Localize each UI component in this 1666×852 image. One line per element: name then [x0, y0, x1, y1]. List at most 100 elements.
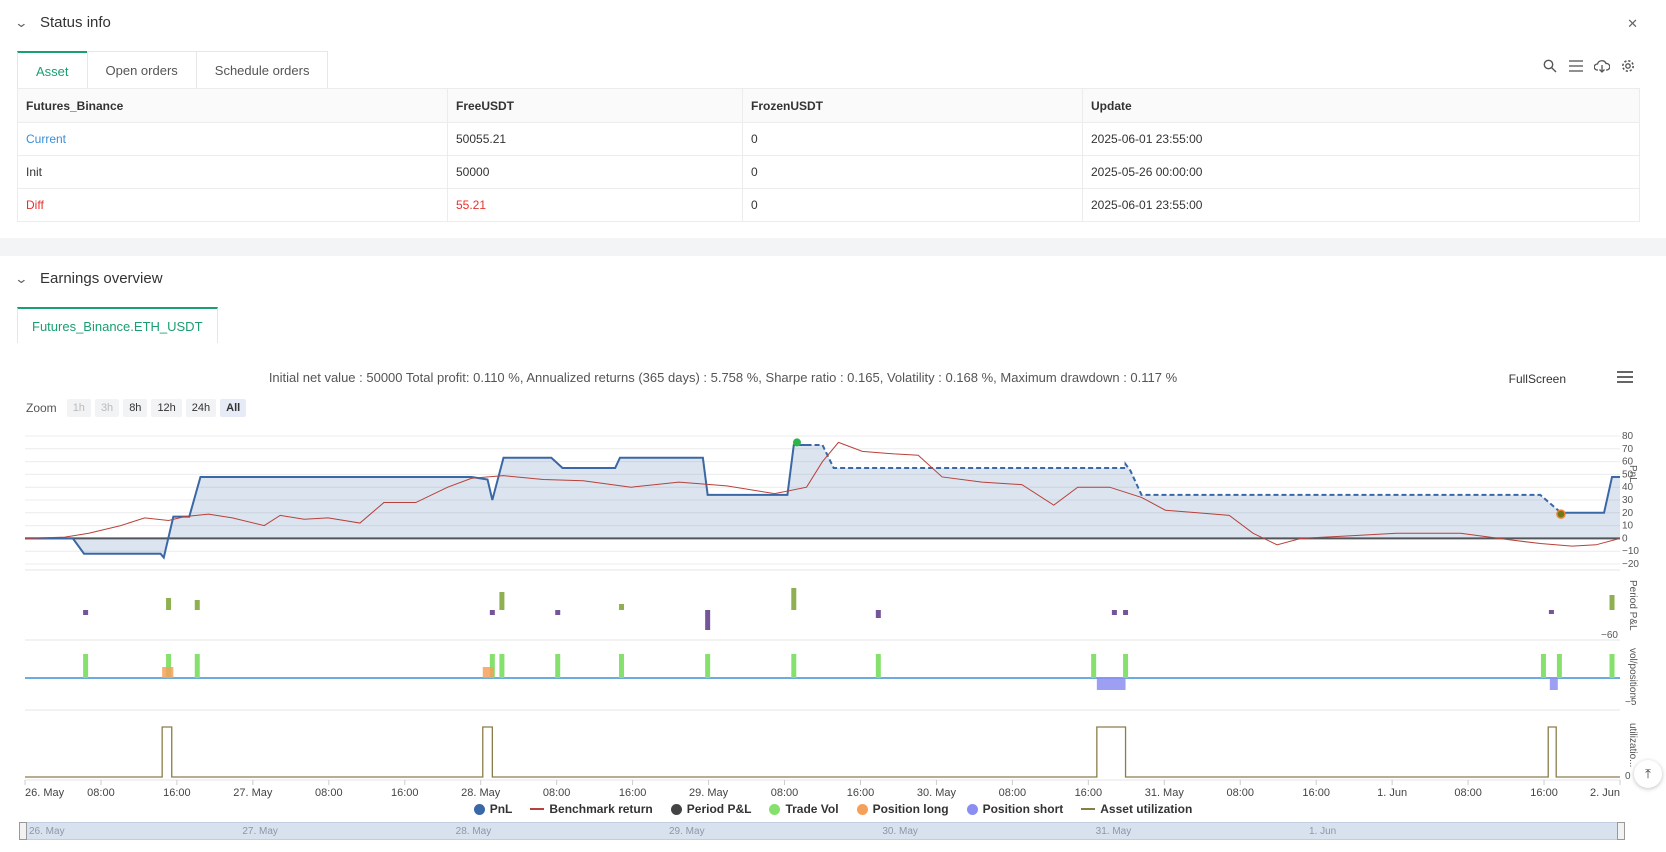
- zoom-3h-button[interactable]: 3h: [94, 399, 120, 417]
- period-bar: [499, 592, 505, 610]
- x-tick-label: 16:00: [1302, 787, 1330, 799]
- status-header[interactable]: ⌄ Status info: [14, 14, 111, 31]
- list-icon[interactable]: [1568, 58, 1584, 74]
- legend-item[interactable]: Benchmark return: [530, 802, 653, 816]
- tab-symbol[interactable]: Futures_Binance.ETH_USDT: [17, 307, 218, 343]
- navigator-right-handle[interactable]: [1617, 822, 1625, 840]
- vol-tick-label: −5: [1625, 697, 1637, 708]
- collapse-icon[interactable]: ✕: [1627, 16, 1638, 31]
- cell-frozen: 0: [742, 122, 1083, 156]
- earnings-tabs: Futures_Binance.ETH_USDT: [17, 307, 218, 343]
- table-tools: [1542, 58, 1636, 74]
- pnl-tick-label: 70: [1622, 444, 1634, 455]
- row-label: Diff: [17, 188, 448, 222]
- legend-marker: [530, 808, 545, 810]
- trade-vol-bar: [1540, 654, 1546, 678]
- pnl-tick-label: 80: [1622, 431, 1634, 442]
- x-tick-label: 16:00: [619, 787, 647, 799]
- utilization-line: [25, 726, 1620, 778]
- legend-item[interactable]: PnL: [473, 802, 513, 816]
- navigator-left-handle[interactable]: [19, 822, 27, 840]
- zoom-controls: Zoom 1h 3h 8h 12h 24h All: [26, 399, 247, 417]
- gear-icon[interactable]: [1620, 58, 1636, 74]
- x-tick-label: 27. May: [233, 787, 273, 799]
- col-exchange: Futures_Binance: [17, 88, 448, 123]
- tab-open-orders[interactable]: Open orders: [86, 51, 196, 89]
- row-label[interactable]: Current: [17, 122, 448, 156]
- navigator-label: 31. May: [1095, 826, 1132, 837]
- cell-free: 55.21: [447, 188, 743, 222]
- x-tick-label: 26. May: [25, 787, 65, 799]
- hamburger-menu-icon[interactable]: [1617, 371, 1633, 383]
- earnings-summary: Initial net value : 50000 Total profit: …: [268, 370, 1178, 385]
- trade-vol-bar: [194, 654, 200, 678]
- x-tick-label: 29. May: [689, 787, 729, 799]
- legend-item[interactable]: Trade Vol: [769, 802, 839, 816]
- zoom-12h-button[interactable]: 12h: [151, 399, 182, 417]
- range-navigator[interactable]: 26. May 27. May 28. May 29. May 30. May 31. M…: [19, 822, 1625, 840]
- period-bar: [1609, 595, 1615, 610]
- pnl-tick-label: 40: [1622, 482, 1634, 493]
- search-icon[interactable]: [1542, 58, 1558, 74]
- zoom-24h-button[interactable]: 24h: [185, 399, 217, 417]
- cell-free: 50055.21: [447, 122, 743, 156]
- trade-vol-bar: [705, 654, 711, 678]
- cell-update: 2025-05-26 00:00:00: [1082, 155, 1640, 189]
- chevron-down-icon[interactable]: ⌄: [14, 14, 29, 30]
- vol-axis-label: vol/position: [1627, 648, 1638, 698]
- trade-vol-bar: [1609, 654, 1615, 678]
- navigator-label: 29. May: [669, 826, 705, 837]
- position-short-bar: [1096, 678, 1126, 690]
- fullscreen-button[interactable]: FullScreen: [1508, 372, 1566, 386]
- legend-item[interactable]: Position long: [856, 802, 949, 816]
- trade-marker: [1556, 509, 1566, 519]
- zoom-8h-button[interactable]: 8h: [123, 399, 148, 417]
- table-row: Init 50000 0 2025-05-26 00:00:00: [17, 155, 1640, 189]
- x-tick-label: 30. May: [917, 787, 957, 799]
- legend-item[interactable]: Position short: [966, 802, 1063, 816]
- legend-item[interactable]: Period P&L: [670, 802, 752, 816]
- trade-vol-bar: [1123, 654, 1129, 678]
- x-tick-label: 31. May: [1145, 787, 1185, 799]
- x-tick-label: 28. May: [461, 787, 501, 799]
- pnl-tick-label: 20: [1622, 508, 1634, 519]
- chevron-down-icon[interactable]: ⌄: [14, 270, 29, 286]
- status-tabs: Asset Open orders Schedule orders: [17, 51, 329, 89]
- legend-marker: [1081, 808, 1096, 810]
- period-bar: [555, 610, 561, 615]
- trade-marker: [792, 438, 801, 447]
- zoom-all-button[interactable]: All: [220, 399, 247, 417]
- tab-schedule-orders[interactable]: Schedule orders: [195, 51, 329, 89]
- navigator-label: 30. May: [882, 826, 918, 837]
- benchmark-line: [24, 441, 1621, 547]
- period-bar: [489, 610, 495, 615]
- period-axis-label: Period P&L: [1627, 580, 1638, 631]
- position-short-bar: [1549, 678, 1558, 690]
- x-tick-label: 08:00: [315, 787, 343, 799]
- pnl-tick-label: 60: [1622, 457, 1634, 468]
- status-title: Status info: [40, 14, 111, 31]
- legend-marker: [966, 803, 978, 815]
- table-header-row: Futures_Binance FreeUSDT FrozenUSDT Upda…: [17, 88, 1640, 123]
- earnings-header[interactable]: ⌄ Earnings overview: [14, 270, 162, 287]
- pnl-tick-label: 30: [1622, 495, 1634, 506]
- period-bar: [619, 604, 625, 610]
- pnl-tick-label: 10: [1622, 521, 1634, 532]
- navigator-label: 1. Jun: [1309, 826, 1337, 837]
- legend-item[interactable]: Asset utilization: [1081, 802, 1192, 816]
- trade-vol-bar: [619, 654, 625, 678]
- x-tick-label: 08:00: [771, 787, 799, 799]
- cell-frozen: 0: [742, 188, 1083, 222]
- zoom-label: Zoom: [26, 401, 57, 415]
- trade-vol-bar: [489, 654, 495, 678]
- legend-marker: [856, 803, 868, 815]
- scroll-top-button[interactable]: ⤒: [1634, 760, 1662, 788]
- pnl-tick-label: 50: [1622, 469, 1634, 480]
- zoom-1h-button[interactable]: 1h: [66, 399, 91, 417]
- tab-asset[interactable]: Asset: [17, 51, 87, 89]
- legend-label: Period P&L: [686, 802, 752, 816]
- util-tick-label: 0: [1625, 771, 1631, 782]
- legend-label: PnL: [489, 802, 513, 816]
- cloud-download-icon[interactable]: [1594, 58, 1610, 74]
